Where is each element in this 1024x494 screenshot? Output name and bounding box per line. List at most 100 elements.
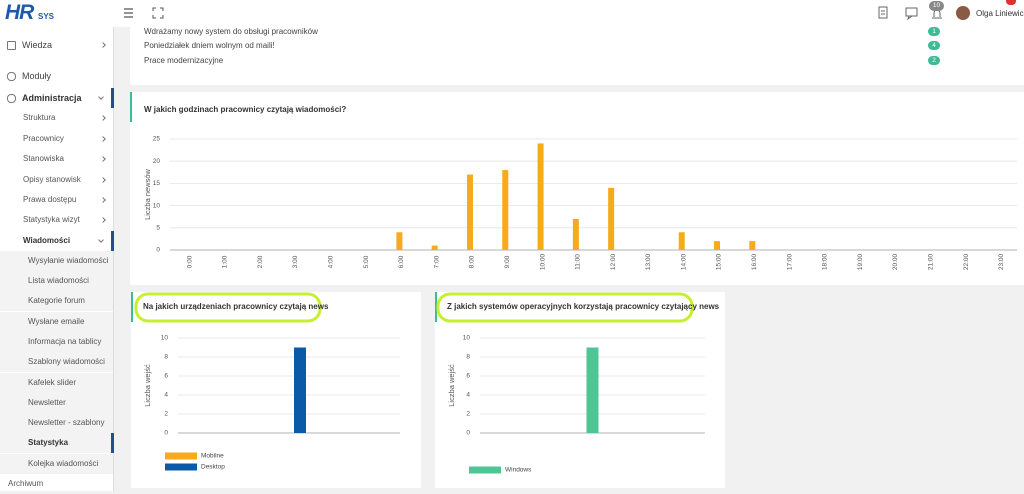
- x-tick-label: 23:00: [998, 253, 1005, 270]
- y-tick-label: 4: [164, 392, 168, 399]
- bar: [678, 232, 685, 250]
- accent: [435, 292, 437, 322]
- menu-item[interactable]: Prawa dostępu: [0, 190, 113, 210]
- menu-label: Lista wiadomości: [28, 276, 89, 285]
- menu-label: Kafelek slider: [28, 378, 77, 387]
- news-count: 2: [928, 56, 940, 65]
- x-tick-label: 0:00: [186, 255, 193, 268]
- menu-label: Newsletter - szablony: [28, 418, 105, 427]
- menu-item[interactable]: Newsletter - szablony: [0, 413, 113, 433]
- menu-label: Informacja na tablicy: [28, 337, 102, 346]
- bar: [749, 241, 756, 250]
- y-tick-label: 5: [156, 225, 160, 232]
- menu-label: Wiedza: [22, 40, 53, 50]
- menu-item[interactable]: Administracja: [0, 88, 114, 108]
- x-tick-label: 21:00: [927, 253, 934, 270]
- menu-item[interactable]: Kolejka wiadomości: [0, 454, 113, 474]
- news-panel: Wdrażamy nowy system do obsługi pracowni…: [130, 27, 1024, 85]
- menu-item[interactable]: Kafelek slider: [0, 373, 113, 393]
- flag[interactable]: [1006, 0, 1016, 5]
- x-tick-label: 19:00: [857, 253, 864, 270]
- menu-label: Kategorie forum: [28, 296, 85, 305]
- y-tick-label: 10: [463, 335, 471, 342]
- menu-item[interactable]: Wysyłanie wiadomości: [0, 251, 113, 271]
- menu-item[interactable]: Wiedza: [0, 35, 113, 55]
- x-tick-label: 14:00: [680, 253, 687, 270]
- y-tick-label: 0: [466, 430, 470, 437]
- chart-title: Na jakich urządzeniach pracownicy czytaj…: [143, 302, 329, 311]
- menu-label: Archiwum: [8, 479, 44, 488]
- menu-item[interactable]: Newsletter: [0, 393, 113, 413]
- x-tick-label: 6:00: [398, 255, 405, 268]
- menu-item[interactable]: Pracownicy: [0, 129, 113, 149]
- x-tick-label: 9:00: [504, 255, 511, 268]
- y-tick-label: 6: [466, 373, 470, 380]
- menu-item[interactable]: Archiwum: [0, 474, 113, 494]
- avatar[interactable]: [956, 6, 970, 20]
- menu-label: Wysłane emaile: [28, 317, 85, 326]
- y-tick-label: 15: [153, 180, 161, 187]
- menu-item[interactable]: Moduły: [0, 66, 113, 86]
- menu-item[interactable]: Stanowiska: [0, 149, 113, 169]
- notification-badge: 10: [929, 1, 944, 11]
- x-tick-label: 3:00: [292, 255, 299, 268]
- x-tick-label: 4:00: [328, 255, 335, 268]
- menu-label: Wiadomości: [23, 236, 71, 245]
- y-tick-label: 2: [466, 411, 470, 418]
- menu-item[interactable]: Lista wiadomości: [0, 271, 113, 291]
- toolbar-icons[interactable]: [122, 7, 166, 19]
- logo-sub: SYS: [38, 12, 55, 21]
- menu-label: Statystyka: [28, 438, 69, 447]
- bar: [431, 245, 438, 250]
- bar: [396, 232, 403, 250]
- accent: [131, 292, 133, 322]
- user-name[interactable]: Olga Liniewicz: [976, 9, 1024, 18]
- bar: [466, 174, 473, 250]
- y-tick-label: 10: [153, 202, 161, 209]
- x-tick-label: 1:00: [222, 255, 229, 268]
- news-title[interactable]: Wdrażamy nowy system do obsługi pracowni…: [144, 27, 318, 36]
- menu-label: Prawa dostępu: [23, 195, 77, 204]
- menu-item[interactable]: Struktura: [0, 108, 113, 128]
- y-tick-label: 10: [161, 335, 169, 342]
- y-tick-label: 8: [164, 354, 168, 361]
- menu-item[interactable]: Statystyka: [0, 433, 114, 453]
- legend-swatch: [469, 466, 501, 474]
- news-title[interactable]: Prace modernizacyjne: [144, 56, 224, 65]
- y-tick-label: 2: [164, 411, 168, 418]
- bar: [537, 143, 544, 250]
- y-axis-label: Liczba newsów: [143, 168, 152, 219]
- menu-item[interactable]: Wysłane emaile: [0, 312, 113, 332]
- menu-item[interactable]: Wiadomości: [0, 231, 114, 251]
- os-chart: Z jakich systemów operacyjnych korzystaj…: [435, 292, 725, 488]
- menu-label: Struktura: [23, 113, 56, 122]
- x-tick-label: 12:00: [610, 253, 617, 270]
- legend-swatch: [165, 463, 197, 471]
- top-bar: HR SYS 10 Olga Liniewicz: [0, 0, 1024, 27]
- legend-swatch: [165, 452, 197, 460]
- logo[interactable]: HR: [5, 1, 34, 24]
- menu-item[interactable]: Informacja na tablicy: [0, 332, 113, 352]
- highlight: [134, 292, 322, 323]
- legend-label: Desktop: [201, 464, 225, 471]
- y-tick-label: 20: [153, 158, 161, 165]
- header-icons[interactable]: [876, 4, 956, 24]
- menu-label: Pracownicy: [23, 134, 64, 143]
- x-tick-label: 17:00: [786, 253, 793, 270]
- menu-label: Kolejka wiadomości: [28, 459, 99, 468]
- menu-item[interactable]: Kategorie forum: [0, 291, 113, 311]
- x-tick-label: 10:00: [539, 253, 546, 270]
- menu-item[interactable]: Szablony wiadomości: [0, 352, 113, 372]
- x-tick-label: 2:00: [257, 255, 264, 268]
- menu-label: Opisy stanowisk: [23, 175, 81, 184]
- menu-item[interactable]: Opisy stanowisk: [0, 170, 113, 190]
- menu-label: Wysyłanie wiadomości: [28, 256, 109, 265]
- menu-label: Stanowiska: [23, 154, 64, 163]
- x-tick-label: 22:00: [963, 253, 970, 270]
- news-title[interactable]: Poniedziałek dniem wolnym od maili!: [144, 41, 275, 50]
- x-tick-label: 7:00: [433, 255, 440, 268]
- menu-item[interactable]: Statystyka wizyt: [0, 210, 113, 230]
- bar: [572, 218, 579, 250]
- y-tick-label: 25: [153, 136, 161, 143]
